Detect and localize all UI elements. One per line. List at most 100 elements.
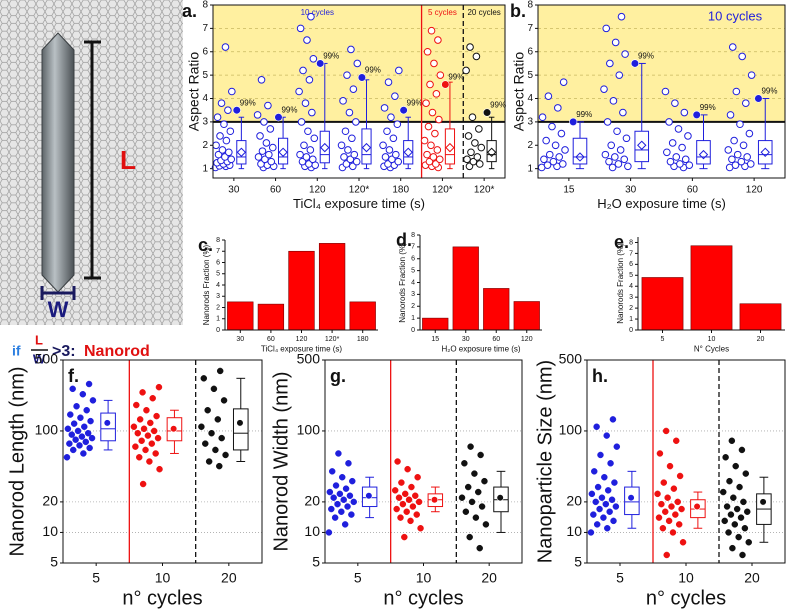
data-point — [379, 141, 387, 150]
data-point — [739, 551, 746, 559]
x-tick-label: 120 — [296, 336, 308, 343]
rule-denominator: W — [33, 351, 46, 366]
data-point — [380, 104, 389, 112]
data-point — [481, 477, 488, 485]
rule-result: Nanorod — [84, 343, 150, 360]
data-point — [130, 423, 138, 430]
p99-marker — [692, 110, 701, 119]
x-tick-label: 30 — [625, 185, 637, 196]
data-point — [395, 66, 403, 75]
data-point — [545, 150, 554, 159]
x-tick-label: 20 — [757, 336, 765, 343]
data-point — [202, 440, 209, 447]
bar — [422, 317, 449, 331]
data-point — [344, 146, 352, 154]
panel-label: f. — [68, 366, 79, 386]
data-point — [353, 59, 362, 68]
x-tick-label: 60 — [492, 336, 500, 343]
bar — [257, 303, 285, 331]
p99-label: 99% — [490, 101, 506, 110]
rule-numerator: L — [35, 332, 43, 347]
data-point — [614, 160, 623, 168]
data-point — [338, 473, 346, 481]
bar — [288, 250, 315, 331]
data-point — [345, 460, 352, 467]
data-point — [601, 150, 610, 159]
box — [232, 408, 249, 451]
data-point — [743, 153, 751, 161]
data-point — [732, 87, 741, 96]
data-point — [140, 425, 148, 433]
y-axis-label: Nanorod Length (nm) — [6, 366, 28, 556]
data-point — [458, 494, 466, 501]
data-point — [669, 529, 677, 536]
data-point — [663, 551, 670, 559]
panel-label: b. — [510, 1, 526, 21]
y-tick-label: 2 — [411, 303, 415, 310]
data-point — [208, 429, 215, 437]
data-point — [728, 155, 736, 164]
data-point — [342, 485, 350, 492]
data-point — [63, 454, 71, 461]
data-point — [730, 494, 737, 501]
data-point — [733, 150, 742, 159]
data-point — [258, 147, 267, 155]
data-point — [609, 97, 618, 105]
data-point — [593, 521, 601, 528]
bar — [452, 246, 479, 331]
data-point — [413, 511, 420, 518]
data-point — [308, 108, 316, 117]
data-point — [745, 129, 754, 138]
data-point — [730, 136, 738, 145]
data-point — [672, 511, 679, 518]
data-point — [302, 153, 311, 161]
data-point — [72, 436, 79, 443]
y-tick-label: 0 — [216, 327, 220, 334]
mean-marker — [445, 142, 455, 153]
data-point — [551, 141, 560, 150]
data-point — [393, 120, 402, 129]
data-point — [150, 427, 158, 435]
data-point — [472, 52, 481, 61]
data-point — [726, 111, 735, 119]
data-point — [559, 78, 568, 86]
x-tick-label: 120 — [309, 185, 326, 196]
x-tick-label: 15 — [563, 185, 575, 196]
p99-label: 99% — [638, 52, 654, 61]
data-point — [427, 26, 436, 35]
data-point — [310, 134, 319, 143]
data-point — [540, 155, 548, 164]
mean-marker — [698, 149, 709, 160]
data-point — [343, 71, 351, 79]
data-point — [349, 477, 356, 485]
mean-marker — [759, 498, 767, 506]
data-point — [559, 160, 567, 168]
y-tick-label: 1 — [411, 315, 415, 322]
data-point — [461, 460, 468, 467]
data-point — [87, 417, 94, 425]
bar — [349, 301, 376, 331]
data-point — [226, 127, 235, 136]
y-axis-label: Nanoparticle Size (nm) — [534, 360, 556, 563]
data-point — [212, 446, 219, 454]
data-point — [262, 139, 271, 147]
data-point — [332, 482, 340, 489]
data-point — [68, 431, 76, 438]
data-point — [264, 101, 272, 110]
data-point — [719, 488, 727, 496]
mean-marker — [236, 419, 244, 427]
data-point — [84, 429, 92, 437]
data-point — [430, 59, 438, 68]
panel-label: a. — [182, 1, 197, 21]
data-point — [727, 511, 735, 518]
data-point — [600, 514, 607, 521]
data-point — [464, 483, 472, 491]
section-label: 5 cycles — [428, 8, 457, 17]
data-point — [655, 514, 663, 521]
data-point — [330, 494, 337, 501]
y-tick-label: 8 — [216, 237, 220, 244]
data-point — [672, 437, 680, 445]
data-point — [723, 503, 731, 510]
y-tick-label: 5 — [574, 554, 582, 570]
panel: 5 10 20 100 500 5 10 20 n° cycles Nanorod Length … — [6, 351, 263, 609]
